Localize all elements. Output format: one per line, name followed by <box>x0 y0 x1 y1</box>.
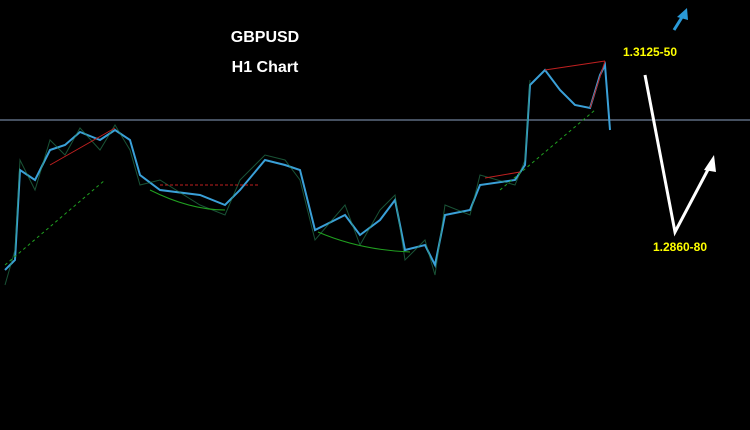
target-label: 1.2860-80 <box>653 240 707 254</box>
target-label: 1.3125-50 <box>623 45 677 59</box>
projection-arrow <box>643 74 714 237</box>
arrow-head <box>677 8 688 20</box>
trend-line <box>544 60 606 71</box>
trend-line <box>589 60 606 109</box>
support-line <box>4 179 106 266</box>
trend-line <box>484 171 521 179</box>
curve-line <box>149 189 226 211</box>
support-line <box>499 109 596 191</box>
price-wicks <box>4 79 531 286</box>
curve-line <box>317 231 411 253</box>
trend-line <box>49 127 116 166</box>
arrow-head <box>704 155 716 172</box>
symbol-title: GBPUSD <box>231 29 299 46</box>
timeframe-title: H1 Chart <box>232 59 299 76</box>
